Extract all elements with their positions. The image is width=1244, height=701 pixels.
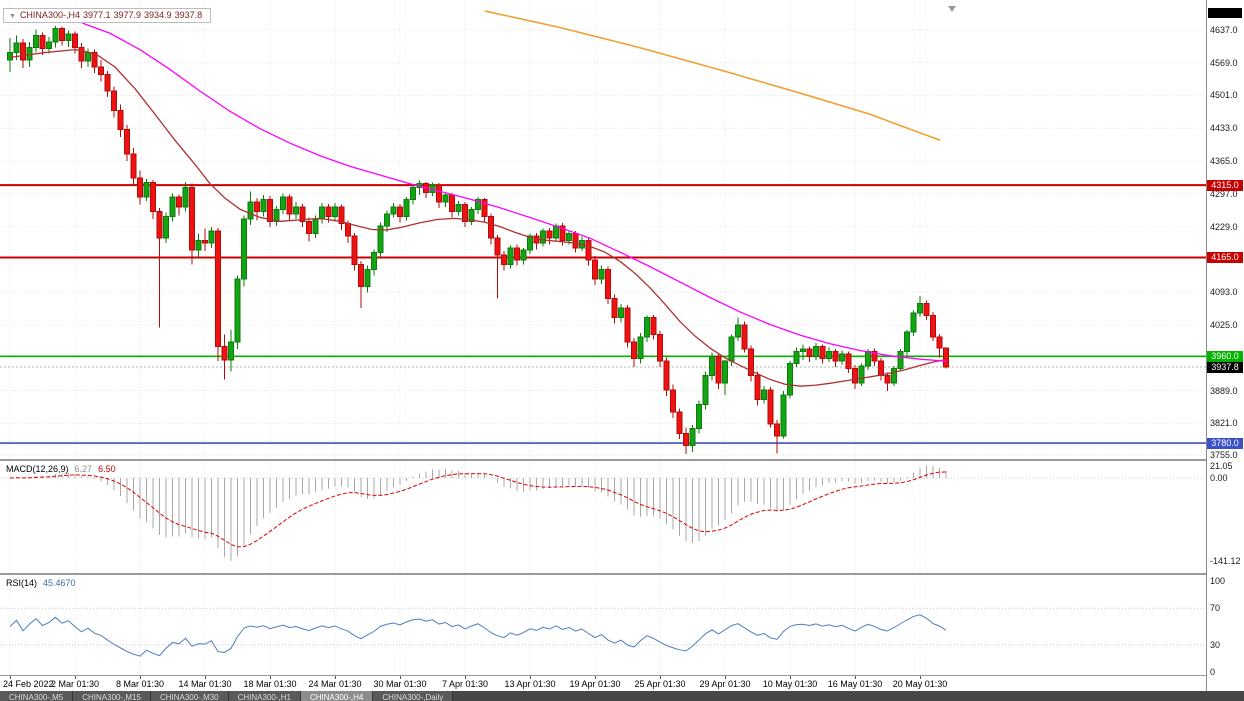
chart-tab[interactable]: CHINA300-,M15	[73, 691, 151, 701]
axis-tick-label: 0	[1210, 666, 1216, 677]
price-badge: 4165.0	[1207, 251, 1243, 263]
time-tick	[530, 676, 531, 679]
axis-tick-label: 30	[1210, 639, 1221, 650]
time-tick	[10, 676, 11, 679]
axis-tick-label: 100	[1210, 576, 1226, 586]
time-axis-label: 13 Apr 01:30	[504, 679, 556, 689]
time-axis-label: 8 Mar 01:30	[115, 679, 165, 689]
time-tick	[205, 676, 206, 679]
collapse-arrow-icon[interactable]: ▼	[9, 13, 16, 20]
ma-fast-line[interactable]	[9, 49, 947, 387]
axis-tick-label: 4637.0	[1210, 24, 1238, 35]
macd-signal-value: 6.50	[98, 464, 116, 474]
price-badge: 4315.0	[1207, 179, 1243, 191]
time-axis-label: 7 Apr 01:30	[441, 679, 489, 689]
time-tick	[75, 676, 76, 679]
axis-tick-label: 70	[1210, 603, 1221, 614]
axis-tick-label: 4501.0	[1210, 90, 1238, 101]
grid	[0, 0, 1206, 675]
candlesticks	[7, 26, 949, 455]
time-axis-label: 18 Mar 01:30	[243, 679, 297, 689]
rsi-line	[9, 614, 947, 657]
ohlc-low: 3934.9	[144, 10, 172, 20]
axis-tick-label: 4569.0	[1210, 57, 1238, 68]
chart-tab[interactable]: CHINA300-,Daily	[373, 691, 454, 701]
axis-tick-label: 4025.0	[1210, 319, 1238, 330]
macd-main-value: 6.27	[74, 464, 93, 474]
trendline-orange-line[interactable]	[484, 10, 941, 142]
axis-top-badge	[1208, 8, 1242, 18]
price-badge: 3937.8	[1207, 361, 1243, 373]
axis-tick-label: 4229.0	[1210, 221, 1238, 232]
chart-tab[interactable]: CHINA300-,M30	[150, 691, 229, 701]
time-axis-label: 29 Apr 01:30	[699, 679, 751, 689]
time-axis-label: 2 Mar 01:30	[50, 679, 100, 689]
ohlc-header: ▼ CHINA300-,H4 3977.1 3977.9 3934.9 3937.8	[3, 8, 212, 23]
ohlc-close: 3937.8	[174, 10, 203, 20]
macd-histogram	[16, 465, 947, 562]
time-tick	[270, 676, 271, 679]
time-tick	[920, 676, 921, 679]
time-tick	[660, 676, 661, 679]
axis-tick-label: 4297.0	[1210, 188, 1238, 199]
macd-signal-line	[9, 471, 947, 548]
time-tick	[855, 676, 856, 679]
time-axis-label: 24 Feb 2022	[3, 679, 54, 689]
price-axis[interactable]: 4637.0 4569.0 4501.0 4433.0 4365.0 4297.0 4229…	[1206, 0, 1244, 691]
ohlc-high: 3977.9	[113, 10, 142, 20]
time-axis-label: 19 Apr 01:30	[569, 679, 621, 689]
axis-tick-label: 0.00	[1210, 473, 1228, 483]
time-axis-label: 16 May 01:30	[827, 679, 883, 689]
time-axis-label: 20 May 01:30	[892, 679, 948, 689]
chart-shift-marker-icon[interactable]	[948, 6, 956, 12]
time-tick	[790, 676, 791, 679]
axis-tick-label: 4093.0	[1210, 287, 1238, 298]
chart-tab[interactable]: CHINA300-,H4	[300, 691, 374, 701]
panel-divider-macd[interactable]	[0, 459, 1244, 461]
axis-tick-label: 3821.0	[1210, 418, 1238, 429]
time-axis-label: 30 Mar 01:30	[373, 679, 427, 689]
time-axis-label: 10 May 01:30	[762, 679, 818, 689]
time-axis-label: 25 Apr 01:30	[634, 679, 686, 689]
chart-tab[interactable]: CHINA300-,M5	[0, 691, 74, 701]
time-tick	[595, 676, 596, 679]
time-tick	[400, 676, 401, 679]
macd-indicator-label: MACD(12,26,9) 6.27 6.50	[6, 464, 116, 474]
rsi-indicator-label: RSI(14) 45.4670	[6, 578, 76, 588]
symbol-period-label: CHINA300-,H4	[19, 10, 80, 20]
axis-tick-label: 3755.0	[1210, 450, 1238, 461]
axis-tick-label: 3889.0	[1210, 385, 1238, 396]
time-tick	[725, 676, 726, 679]
axis-tick-label: 4365.0	[1210, 156, 1238, 167]
chart-tab-bar[interactable]: CHINA300-,M5 CHINA300-,M15 CHINA300-,M30 CH…	[0, 691, 1244, 701]
ma-slow-line[interactable]	[54, 9, 947, 362]
time-axis-label: 14 Mar 01:30	[178, 679, 232, 689]
rsi-value: 45.4670	[43, 578, 76, 588]
time-tick	[465, 676, 466, 679]
ohlc-open: 3977.1	[82, 10, 111, 20]
time-axis-label: 24 Mar 01:30	[308, 679, 362, 689]
time-tick	[335, 676, 336, 679]
price-badge: 3960.0	[1207, 350, 1243, 362]
chart-tab[interactable]: CHINA300-,H1	[228, 691, 301, 701]
price-badge: 3780.0	[1207, 437, 1243, 449]
axis-tick-label: 21.05	[1210, 460, 1233, 471]
time-axis[interactable]: 24 Feb 2022 2 Mar 01:30 8 Mar 01:30 14 Mar …	[0, 675, 1244, 692]
time-tick	[140, 676, 141, 679]
axis-tick-label: -141.12	[1210, 556, 1241, 566]
axis-separator-line	[1206, 0, 1207, 691]
axis-tick-label: 4433.0	[1210, 123, 1238, 134]
panel-divider-rsi[interactable]	[0, 573, 1244, 575]
